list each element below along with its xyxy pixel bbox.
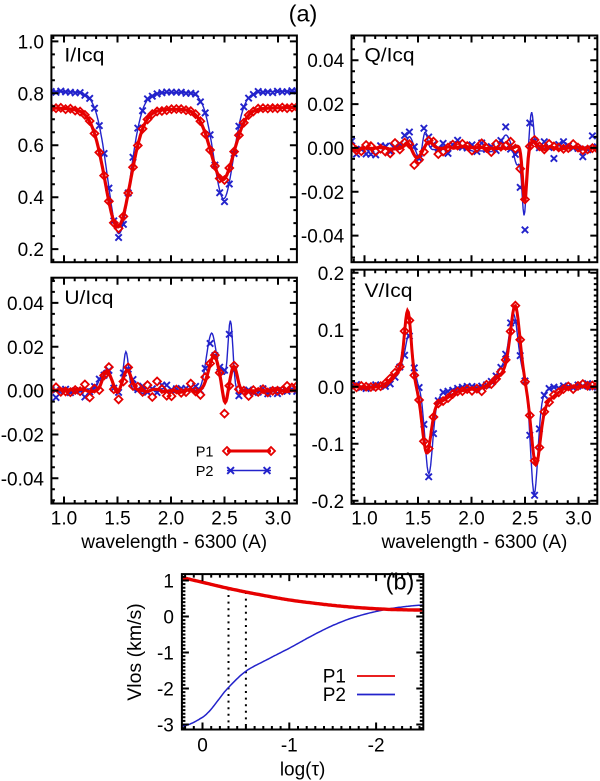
svg-text:0.2: 0.2 (318, 264, 344, 285)
svg-text:P2: P2 (323, 685, 346, 706)
svg-text:0.02: 0.02 (7, 338, 44, 359)
svg-text:P2: P2 (196, 464, 214, 480)
svg-text:-3: -3 (157, 716, 174, 737)
svg-text:0.1: 0.1 (318, 321, 344, 342)
svg-text:0: 0 (163, 608, 174, 629)
svg-text:-0.04: -0.04 (301, 227, 345, 248)
svg-text:-0.02: -0.02 (1, 426, 44, 447)
svg-text:-0.02: -0.02 (301, 183, 344, 204)
svg-text:1.0: 1.0 (18, 32, 44, 53)
svg-text:-0.04: -0.04 (1, 469, 45, 490)
svg-text:0.4: 0.4 (18, 188, 45, 209)
svg-text:0.0: 0.0 (318, 378, 344, 399)
svg-text:0.02: 0.02 (307, 95, 344, 116)
svg-text:I/Icq: I/Icq (64, 46, 104, 67)
svg-text:0: 0 (197, 736, 208, 757)
svg-text:Vlos (km/s): Vlos (km/s) (124, 603, 146, 701)
svg-text:2.5: 2.5 (512, 508, 538, 529)
svg-text:-1: -1 (157, 644, 174, 665)
svg-text:2.0: 2.0 (458, 508, 484, 529)
svg-text:P1: P1 (196, 445, 214, 461)
svg-text:-0.2: -0.2 (311, 492, 344, 513)
svg-text:0.8: 0.8 (18, 84, 44, 105)
svg-text:0.04: 0.04 (307, 51, 344, 72)
svg-text:0.6: 0.6 (18, 136, 44, 157)
svg-text:-0.1: -0.1 (311, 435, 344, 456)
svg-text:wavelength - 6300 (A): wavelength - 6300 (A) (80, 532, 267, 553)
svg-text:1.0: 1.0 (51, 508, 77, 529)
svg-text:1.0: 1.0 (351, 508, 377, 529)
svg-text:2.5: 2.5 (211, 508, 237, 529)
svg-text:3.0: 3.0 (565, 508, 591, 529)
svg-text:U/Icq: U/Icq (64, 288, 113, 309)
svg-text:-1: -1 (281, 736, 298, 757)
svg-text:Q/Icq: Q/Icq (365, 46, 415, 67)
svg-text:P1: P1 (323, 667, 346, 688)
svg-text:-2: -2 (157, 680, 174, 701)
svg-text:2.0: 2.0 (158, 508, 184, 529)
svg-text:0.2: 0.2 (18, 240, 44, 261)
svg-text:0.00: 0.00 (307, 139, 344, 160)
svg-text:1.5: 1.5 (104, 508, 130, 529)
svg-text:V/Icq: V/Icq (365, 281, 413, 302)
svg-text:1: 1 (163, 572, 174, 593)
svg-text:0.04: 0.04 (7, 294, 44, 315)
svg-text:(b): (b) (386, 569, 415, 595)
svg-text:3.0: 3.0 (265, 508, 291, 529)
svg-text:wavelength - 6300 (A): wavelength - 6300 (A) (380, 532, 567, 553)
svg-text:log(τ): log(τ) (280, 760, 326, 781)
svg-text:1.5: 1.5 (405, 508, 431, 529)
svg-text:(a): (a) (289, 1, 318, 27)
svg-text:0.00: 0.00 (7, 382, 44, 403)
svg-text:-2: -2 (368, 736, 385, 757)
